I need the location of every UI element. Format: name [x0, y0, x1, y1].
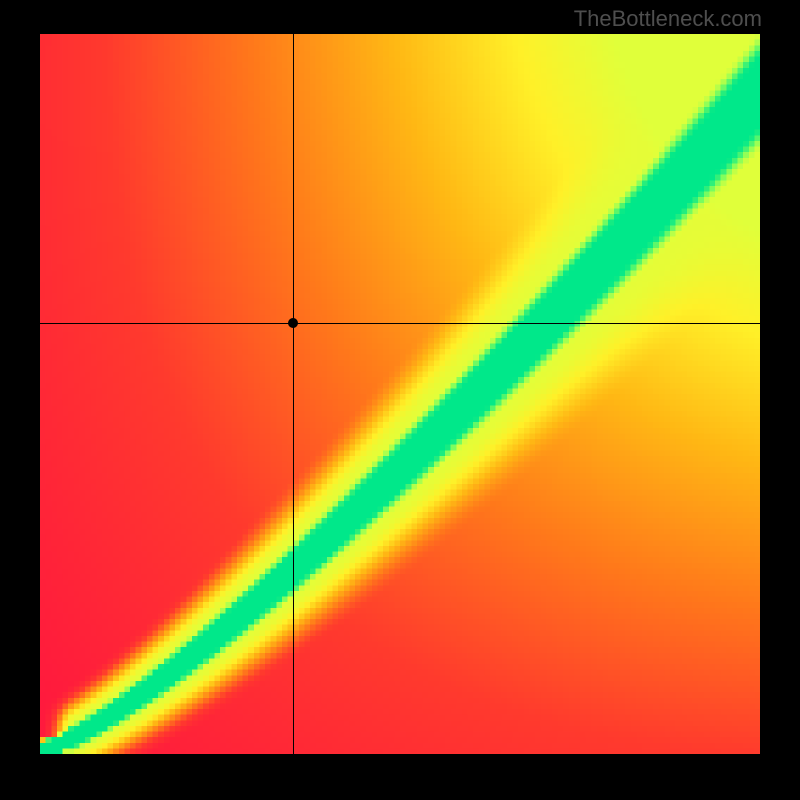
- data-point-marker: [288, 318, 298, 328]
- crosshair-horizontal: [40, 323, 760, 324]
- gradient-heatmap: [40, 34, 760, 754]
- chart-container: TheBottleneck.com: [0, 0, 800, 800]
- watermark-text: TheBottleneck.com: [574, 6, 762, 32]
- crosshair-vertical: [293, 34, 294, 754]
